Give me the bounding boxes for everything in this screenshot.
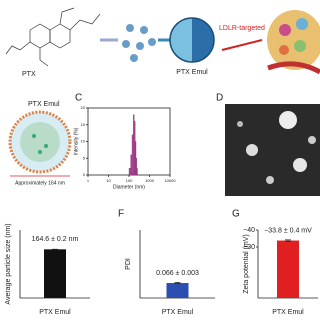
x-tick-label: 1 [87, 178, 90, 183]
hist-bar [130, 154, 133, 176]
x-tick-label: PTX Emul [272, 309, 304, 316]
bar [277, 240, 299, 298]
x-tick-label: 10 [106, 178, 111, 183]
x-tick-label: PTX Emul [162, 309, 194, 316]
bar [166, 283, 189, 298]
error-bar [285, 239, 291, 242]
y-axis-label: Zeta potential (mV) [243, 234, 250, 294]
panel-b-title: PTX Emul [28, 101, 60, 108]
emul-label: PTX Emul [176, 69, 208, 76]
y-tick-label: 5 [83, 155, 86, 160]
plot-frame [87, 107, 171, 176]
x-tick-label: 1000 [145, 178, 155, 183]
emulsion-diagram [8, 110, 72, 177]
ldlr-label: LDLR-targeted [219, 25, 265, 32]
panel-label: D [216, 93, 223, 104]
value-label: 0.066 ± 0.003 [156, 270, 199, 277]
panel-label: F [118, 209, 124, 220]
panel-label: C [75, 93, 82, 104]
hist-bar [131, 134, 134, 176]
x-tick-label: PTX Emul [39, 309, 71, 316]
y-axis-label: PDI [125, 258, 132, 270]
panel-label: G [232, 209, 240, 220]
y-tick-label: 10 [81, 139, 86, 144]
y-tick-label: 15 [81, 122, 86, 127]
x-axis-label: Diameter (nm) [113, 184, 145, 190]
value-label: 164.6 ± 0.2 nm [32, 236, 79, 243]
y-axis-label: Average particle size (nm) [5, 223, 12, 304]
bar [44, 249, 66, 298]
tissue [267, 10, 320, 75]
y-tick-label: −30 [243, 244, 255, 251]
x-tick-label: 100 [126, 178, 133, 183]
ptx-molecule [5, 7, 101, 67]
x-tick-label: 10000 [164, 178, 176, 183]
hist-bar [128, 168, 131, 176]
micrograph [225, 104, 320, 196]
size-note: Approximately 164 nm [15, 180, 65, 186]
y-tick-label: 0 [83, 172, 86, 177]
micelle-cluster [122, 24, 156, 62]
emulsion-sphere [169, 17, 215, 63]
y-tick-label: 20 [81, 105, 86, 110]
y-axis-label: Intensity (%) [73, 127, 79, 155]
y-tick-label: −40 [243, 227, 255, 234]
arrow [221, 39, 263, 51]
value-label: −33.8 ± 0.4 mV [264, 227, 312, 234]
hist-bar [136, 168, 138, 176]
error-bar [174, 282, 181, 285]
hist-bar [133, 114, 135, 176]
ptx-label: PTX [22, 71, 36, 78]
hist-bar [135, 158, 137, 176]
